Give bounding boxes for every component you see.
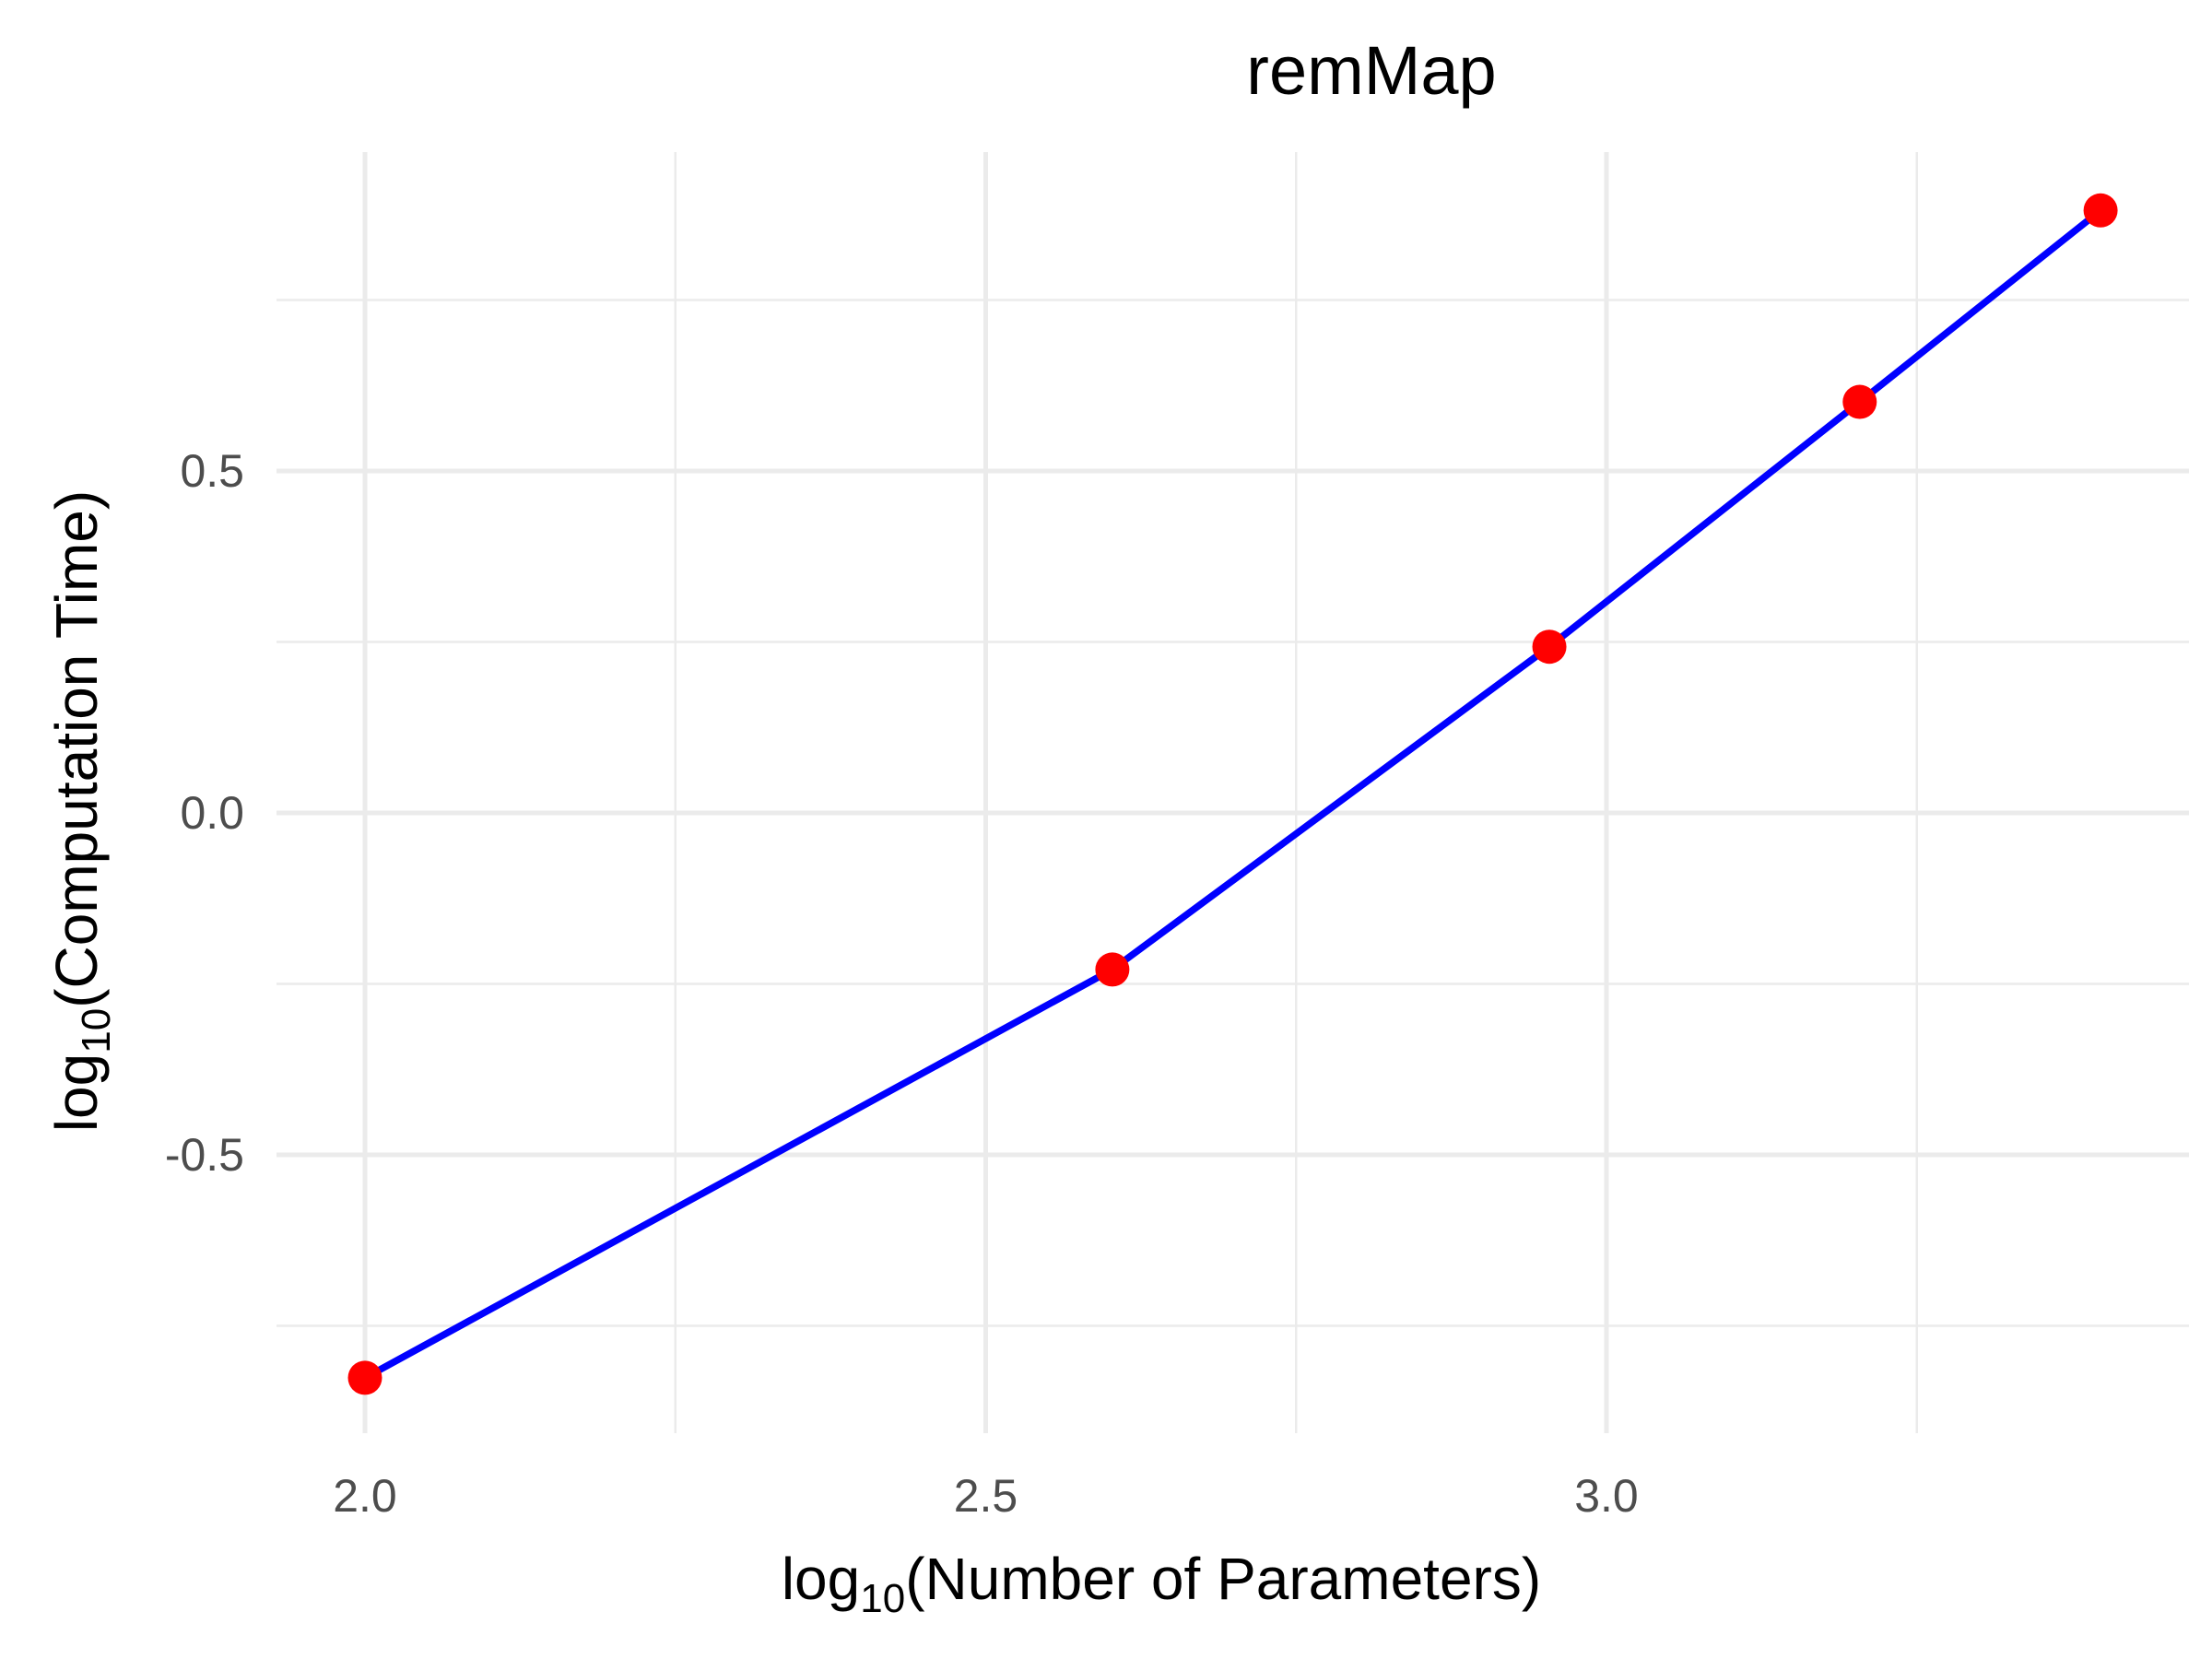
x-axis-title-subscript: 10: [860, 1576, 905, 1621]
x-axis-title-text: (Number of Parameters): [905, 1546, 1541, 1612]
x-tick-label: 2.0: [333, 1470, 397, 1522]
data-point: [347, 1360, 382, 1395]
x-tick-label: 3.0: [1574, 1470, 1639, 1522]
y-tick-label: 0.0: [180, 787, 244, 839]
chart-title: remMap: [1246, 32, 1496, 109]
x-tick-labels: 2.0 2.5 3.0: [333, 1470, 1639, 1522]
y-tick-label: -0.5: [165, 1129, 244, 1181]
y-axis-title-prefix: log: [43, 1053, 110, 1132]
y-tick-labels: -0.5 0.0 0.5: [165, 445, 244, 1181]
data-point: [1842, 384, 1877, 419]
y-axis-title: log10(Computation Time): [43, 490, 119, 1132]
y-axis-title-subscript: 10: [74, 1008, 119, 1053]
x-axis-title: log10(Number of Parameters): [782, 1546, 1541, 1621]
data-point: [2083, 193, 2118, 228]
y-axis-title-text: (Computation Time): [43, 490, 110, 1008]
major-gridlines: [276, 152, 2189, 1433]
data-point: [1095, 952, 1130, 987]
x-axis-title-prefix: log: [782, 1546, 860, 1612]
x-tick-label: 2.5: [954, 1470, 1018, 1522]
y-tick-label: 0.5: [180, 445, 244, 497]
data-point: [1532, 629, 1567, 665]
minor-gridlines: [276, 152, 2189, 1433]
series-points: [347, 193, 2118, 1395]
